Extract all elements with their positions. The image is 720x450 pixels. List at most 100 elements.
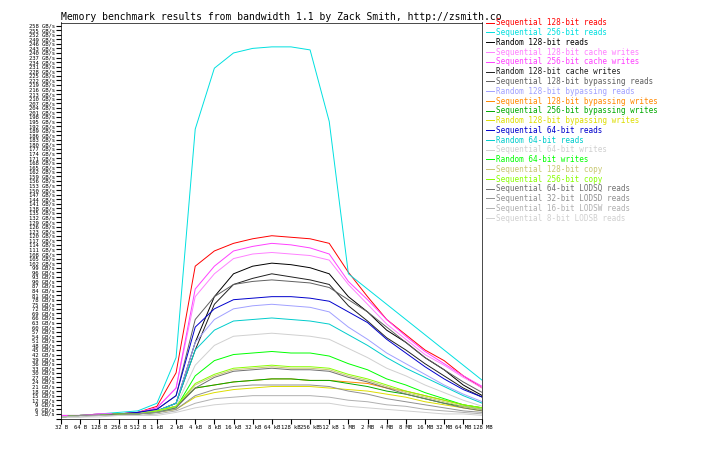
- Sequential 128-bit bypassing reads: [268, 277, 276, 283]
- Random 64-bit reads: [344, 332, 353, 338]
- Sequential 256-bit bypassing writes: [363, 384, 372, 389]
- Sequential 128-bit bypassing reads: [440, 367, 449, 373]
- Sequential 32-bit LODSD reads: [172, 407, 181, 412]
- Sequential 16-bit LODSW reads: [478, 411, 487, 417]
- Sequential 64-bit LODSQ reads: [95, 413, 104, 418]
- Random 128-bit bypassing writes: [114, 411, 123, 417]
- Sequential 256-bit cache writes: [402, 333, 410, 339]
- Random 128-bit bypassing reads: [248, 303, 257, 309]
- Sequential 256-bit reads: [57, 413, 66, 418]
- Sequential 256-bit cache writes: [382, 317, 391, 322]
- Random 128-bit bypassing writes: [325, 385, 333, 391]
- Sequential 128-bit reads: [440, 358, 449, 363]
- Sequential 128-bit copy: [459, 404, 467, 409]
- Sequential 64-bit writes: [133, 411, 142, 417]
- Random 128-bit reads: [363, 309, 372, 315]
- Sequential 128-bit reads: [191, 264, 199, 269]
- Random 128-bit reads: [76, 413, 85, 418]
- Sequential 256-bit cache writes: [114, 411, 123, 417]
- Random 128-bit reads: [57, 414, 66, 420]
- Sequential 8-bit LODSB reads: [459, 411, 467, 417]
- Sequential 256-bit bypassing writes: [459, 404, 467, 409]
- Sequential 256-bit reads: [459, 363, 467, 368]
- Random 128-bit bypassing reads: [382, 350, 391, 356]
- Sequential 128-bit copy: [172, 404, 181, 409]
- Sequential 128-bit bypassing writes: [172, 404, 181, 409]
- Sequential 256-bit bypassing writes: [191, 385, 199, 391]
- Sequential 256-bit bypassing writes: [344, 381, 353, 386]
- Sequential 256-bit reads: [191, 126, 199, 132]
- Sequential 64-bit writes: [402, 373, 410, 378]
- Sequential 64-bit LODSQ reads: [248, 367, 257, 373]
- Sequential 128-bit copy: [114, 411, 123, 417]
- Sequential 64-bit writes: [114, 411, 123, 417]
- Sequential 256-bit bypassing writes: [172, 404, 181, 409]
- Random 128-bit bypassing writes: [306, 384, 315, 389]
- Sequential 8-bit LODSB reads: [172, 410, 181, 415]
- Sequential 256-bit bypassing writes: [95, 413, 104, 418]
- Sequential 256-bit cache writes: [363, 297, 372, 302]
- Line: Random 64-bit writes: Random 64-bit writes: [61, 351, 482, 417]
- Sequential 32-bit LODSD reads: [459, 408, 467, 414]
- Random 64-bit reads: [191, 347, 199, 353]
- Line: Random 64-bit reads: Random 64-bit reads: [61, 318, 482, 417]
- Sequential 128-bit bypassing reads: [248, 279, 257, 284]
- Random 128-bit bypassing reads: [420, 372, 429, 377]
- Sequential 256-bit reads: [95, 411, 104, 417]
- Sequential 8-bit LODSB reads: [287, 400, 295, 406]
- Sequential 64-bit writes: [248, 332, 257, 338]
- Sequential 64-bit LODSQ reads: [229, 369, 238, 374]
- Sequential 256-bit cache writes: [268, 241, 276, 246]
- Sequential 256-bit copy: [172, 404, 181, 409]
- Sequential 8-bit LODSB reads: [268, 400, 276, 406]
- Sequential 64-bit LODSQ reads: [114, 411, 123, 417]
- Line: Random 128-bit reads: Random 128-bit reads: [61, 263, 482, 417]
- Sequential 64-bit reads: [210, 306, 219, 311]
- Sequential 128-bit bypassing writes: [248, 378, 257, 383]
- Sequential 32-bit LODSD reads: [153, 410, 161, 415]
- Sequential 64-bit writes: [95, 413, 104, 418]
- Line: Random 128-bit bypassing writes: Random 128-bit bypassing writes: [61, 387, 482, 417]
- Sequential 128-bit cache writes: [287, 251, 295, 256]
- Sequential 256-bit cache writes: [229, 248, 238, 254]
- Sequential 256-bit copy: [95, 413, 104, 418]
- Random 64-bit reads: [325, 321, 333, 327]
- Random 64-bit reads: [114, 411, 123, 417]
- Line: Sequential 64-bit LODSQ reads: Sequential 64-bit LODSQ reads: [61, 368, 482, 417]
- Sequential 32-bit LODSD reads: [402, 399, 410, 405]
- Random 128-bit cache writes: [344, 303, 353, 309]
- Sequential 64-bit LODSQ reads: [459, 405, 467, 410]
- Sequential 128-bit bypassing writes: [478, 405, 487, 410]
- Sequential 16-bit LODSW reads: [420, 407, 429, 412]
- Sequential 128-bit cache writes: [210, 271, 219, 276]
- Sequential 8-bit LODSB reads: [76, 414, 85, 420]
- Sequential 64-bit reads: [420, 364, 429, 369]
- Random 64-bit writes: [191, 373, 199, 378]
- Random 128-bit bypassing writes: [344, 387, 353, 392]
- Sequential 256-bit copy: [248, 364, 257, 369]
- Random 128-bit bypassing reads: [191, 340, 199, 345]
- Random 64-bit reads: [478, 400, 487, 406]
- Sequential 64-bit reads: [229, 297, 238, 302]
- Random 128-bit bypassing writes: [95, 413, 104, 418]
- Sequential 128-bit copy: [153, 408, 161, 414]
- Random 64-bit writes: [478, 405, 487, 410]
- Sequential 32-bit LODSD reads: [478, 410, 487, 415]
- Sequential 256-bit copy: [382, 382, 391, 388]
- Sequential 64-bit reads: [57, 414, 66, 420]
- Sequential 128-bit reads: [287, 234, 295, 240]
- Random 128-bit reads: [420, 355, 429, 360]
- Random 128-bit bypassing writes: [57, 414, 66, 420]
- Sequential 256-bit reads: [363, 286, 372, 292]
- Random 128-bit bypassing writes: [191, 395, 199, 400]
- Sequential 128-bit copy: [133, 411, 142, 417]
- Random 128-bit bypassing reads: [172, 400, 181, 406]
- Random 128-bit bypassing writes: [172, 407, 181, 412]
- Random 128-bit bypassing reads: [114, 411, 123, 417]
- Sequential 256-bit reads: [210, 66, 219, 71]
- Random 128-bit cache writes: [229, 282, 238, 287]
- Sequential 8-bit LODSB reads: [57, 414, 66, 420]
- Random 128-bit cache writes: [268, 271, 276, 276]
- Sequential 32-bit LODSD reads: [268, 382, 276, 388]
- Sequential 64-bit LODSQ reads: [133, 411, 142, 417]
